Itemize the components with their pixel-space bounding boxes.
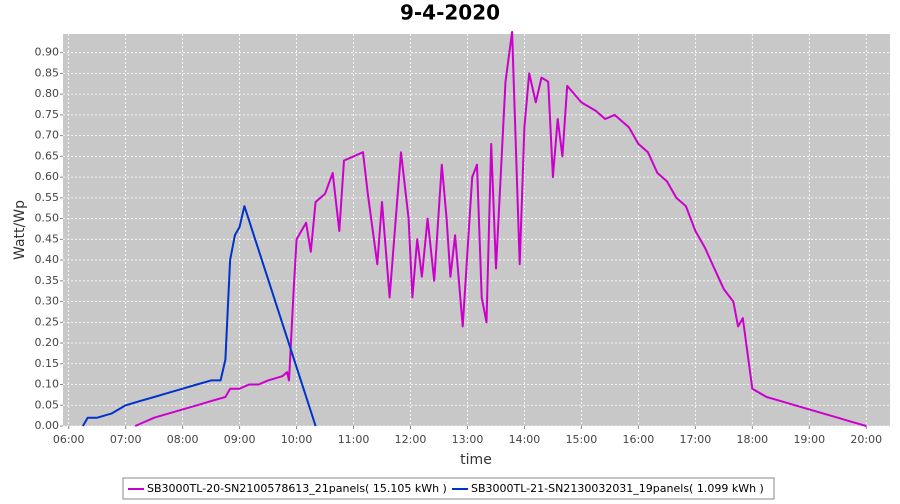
plot-area	[63, 34, 890, 426]
y-tick-label: 0.60	[35, 170, 60, 183]
x-tick-label: 10:00	[281, 433, 313, 446]
x-tick-label: 06:00	[53, 433, 85, 446]
y-tick-label: 0.30	[35, 295, 60, 308]
y-tick-label: 0.50	[35, 212, 60, 225]
x-tick-label: 20:00	[850, 433, 882, 446]
y-tick-label: 0.85	[35, 66, 60, 79]
y-tick-label: 0.55	[35, 191, 60, 204]
y-tick-label: 0.05	[35, 398, 60, 411]
legend-label: SB3000TL-21-SN2130032031_19panels( 1.099…	[471, 482, 764, 495]
y-tick-label: 0.90	[35, 46, 60, 59]
legend-label: SB3000TL-20-SN2100578613_21panels( 15.10…	[147, 482, 447, 495]
y-tick-label: 0.10	[35, 378, 60, 391]
x-tick-label: 15:00	[566, 433, 598, 446]
y-tick-label: 0.45	[35, 232, 60, 245]
x-tick-label: 17:00	[680, 433, 712, 446]
chart-title: 9-4-2020	[400, 1, 500, 25]
y-tick-label: 0.75	[35, 108, 60, 121]
y-tick-label: 0.80	[35, 87, 60, 100]
y-tick-label: 0.70	[35, 129, 60, 142]
x-tick-label: 09:00	[224, 433, 256, 446]
y-tick-label: 0.00	[35, 419, 60, 432]
x-tick-label: 16:00	[623, 433, 655, 446]
y-tick-label: 0.65	[35, 149, 60, 162]
y-tick-label: 0.15	[35, 357, 60, 370]
y-tick-label: 0.25	[35, 315, 60, 328]
x-tick-label: 07:00	[110, 433, 142, 446]
y-tick-label: 0.35	[35, 274, 60, 287]
x-tick-label: 11:00	[338, 433, 370, 446]
x-axis-label: time	[460, 452, 492, 468]
y-axis-label: Watt/Wp	[12, 200, 28, 260]
x-tick-label: 08:00	[167, 433, 199, 446]
legend	[122, 477, 775, 500]
x-tick-label: 12:00	[395, 433, 427, 446]
x-tick-label: 18:00	[736, 433, 768, 446]
series-line	[82, 205, 317, 427]
y-tick-label: 0.20	[35, 336, 60, 349]
x-tick-label: 14:00	[509, 433, 541, 446]
x-tick-label: 19:00	[793, 433, 825, 446]
y-tick-label: 0.40	[35, 253, 60, 266]
x-tick-label: 13:00	[452, 433, 484, 446]
